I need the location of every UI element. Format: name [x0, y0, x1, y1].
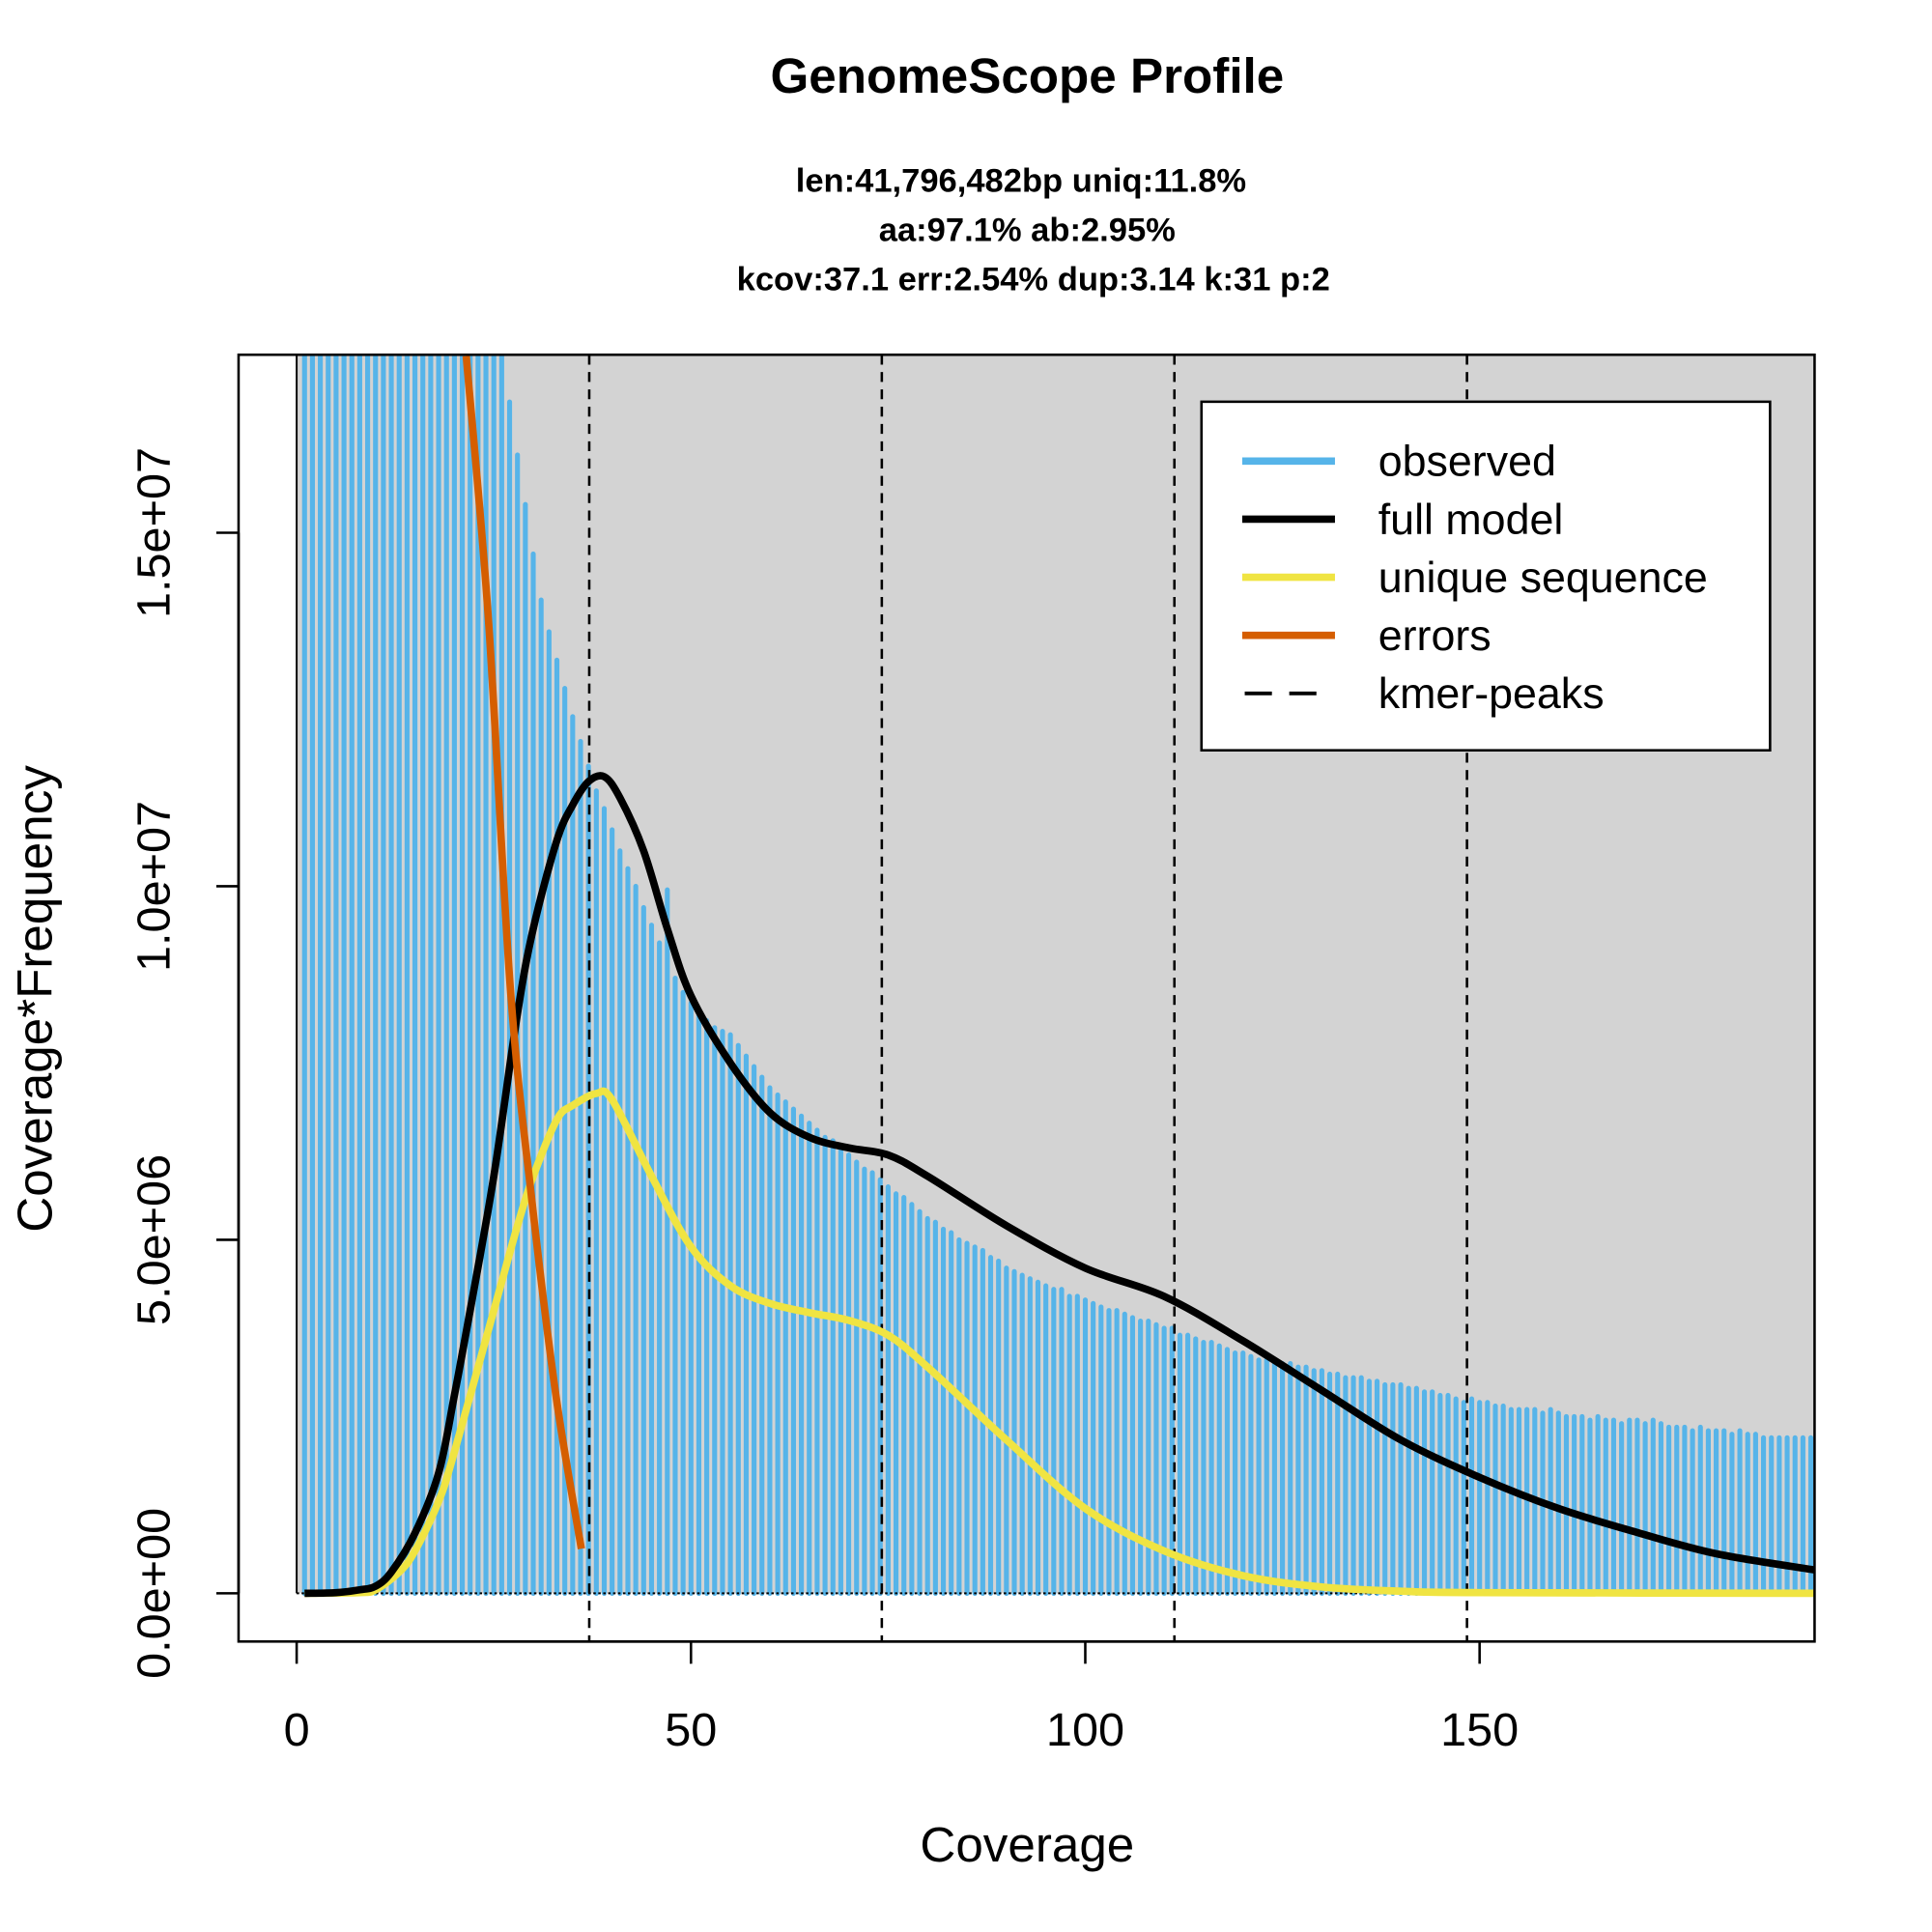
x-tick-label: 50	[665, 1704, 717, 1756]
subtitle-line-1: len:41,796,482bp uniq:11.8%	[796, 162, 1246, 199]
legend-label: observed	[1378, 438, 1556, 486]
y-tick-label: 5.0e+06	[128, 1154, 180, 1325]
x-tick-label: 100	[1046, 1704, 1124, 1756]
y-axis-label: Coverage*Frequency	[8, 765, 63, 1233]
legend-label: full model	[1378, 496, 1564, 544]
y-tick-label: 1.0e+07	[128, 801, 180, 972]
y-tick-label: 0.0e+00	[128, 1508, 180, 1679]
legend: observed full model unique sequence errors k…	[1200, 400, 1772, 752]
legend-label: unique sequence	[1378, 554, 1708, 602]
subtitle-line-3: kcov:37.1 err:2.54% dup:3.14 k:31 p:2	[737, 262, 1330, 298]
x-tick-label: 150	[1440, 1704, 1519, 1756]
x-tick-label: 0	[284, 1704, 310, 1756]
x-axis-label: Coverage	[920, 1817, 1134, 1872]
full-model-line	[304, 772, 1815, 1598]
plot-left-white	[238, 355, 298, 1642]
errors-line	[462, 355, 585, 1549]
legend-label: errors	[1378, 611, 1492, 660]
y-tick-label: 1.5e+07	[128, 447, 180, 618]
plot-bottom-white	[238, 1593, 1815, 1642]
legend-label: kmer-peaks	[1378, 669, 1605, 718]
subtitle-line-2: aa:97.1% ab:2.95%	[879, 213, 1176, 249]
unique-sequence-line	[304, 1087, 1815, 1598]
chart-title: GenomeScope Profile	[770, 48, 1284, 103]
